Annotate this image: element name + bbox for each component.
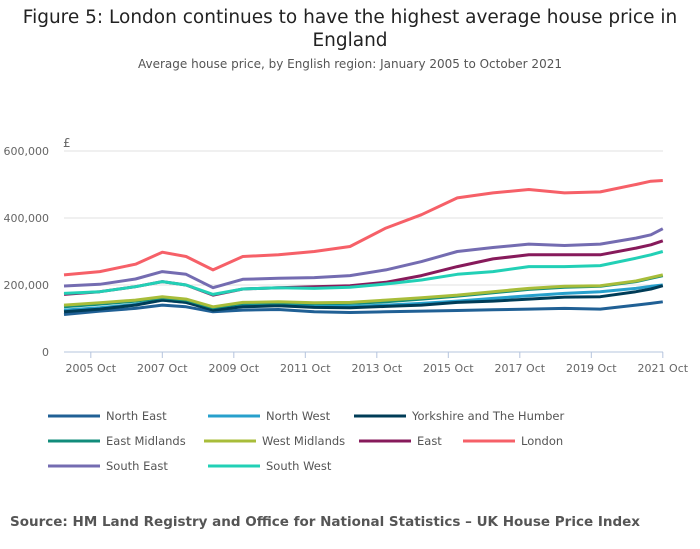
x-tick-label: 2019 Oct [566,362,617,375]
legend-item[interactable]: West Midlands [204,434,345,448]
y-tick-label: 600,000 [4,145,50,158]
legend-item[interactable]: North West [208,409,331,423]
legend-item[interactable]: London [463,434,563,448]
legend-label: South West [266,459,332,473]
series-line-south-east[interactable] [63,227,664,290]
legend-label: Yorkshire and The Humber [411,409,564,423]
x-tick-label: 2013 Oct [352,362,403,375]
series-line-south-west[interactable] [63,250,664,296]
series-line-west-midlands[interactable] [63,273,664,309]
x-tick-label: 2005 Oct [66,362,117,375]
x-tick-label: 2021 Oct [638,362,689,375]
legend-item[interactable]: South West [208,459,332,473]
legend-label: North East [106,409,167,423]
chart-subtitle: Average house price, by English region: … [138,57,562,71]
series-line-north-east[interactable] [63,300,663,316]
y-tick-label: 0 [42,346,49,359]
chart-title: Figure 5: London continues to have the h… [22,7,678,51]
series-line-yorkshire-and-the-humber[interactable] [63,284,664,314]
legend-label: South East [106,459,168,473]
x-tick-label: 2009 Oct [209,362,260,375]
legend-item[interactable]: South East [48,459,168,473]
legend-label: East [417,434,442,448]
y-tick-label: 400,000 [4,212,50,225]
legend-label: West Midlands [262,434,345,448]
legend-label: East Midlands [106,434,186,448]
legend-item[interactable]: North East [48,409,167,423]
x-tick-label: 2015 Oct [423,362,474,375]
x-tick-label: 2017 Oct [495,362,546,375]
legend-item[interactable]: Yorkshire and The Humber [354,409,564,423]
y-tick-label: 200,000 [4,279,50,292]
series-line-london[interactable] [63,179,663,277]
x-tick-label: 2007 Oct [137,362,188,375]
legend-item[interactable]: East [359,434,442,448]
legend-label: North West [266,409,331,423]
legend-item[interactable]: East Midlands [48,434,186,448]
y-axis-unit: £ [63,136,71,150]
source-note: Source: HM Land Registry and Office for … [10,514,640,530]
legend-label: London [521,434,563,448]
x-tick-label: 2011 Oct [280,362,331,375]
